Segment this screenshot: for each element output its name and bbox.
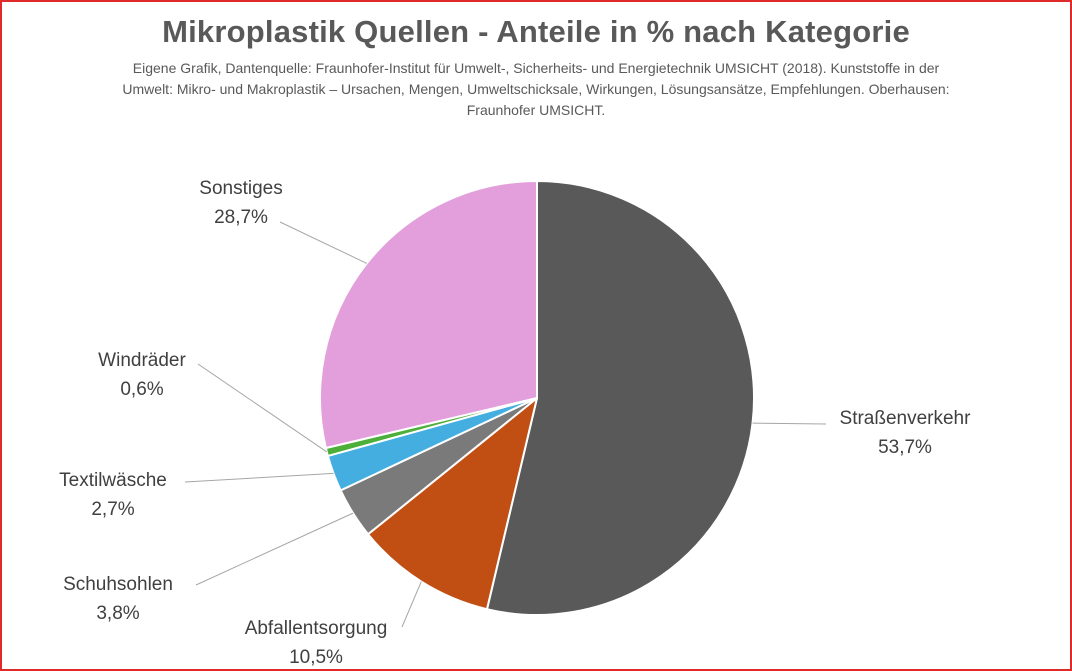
leader-line-schuhsohlen bbox=[195, 512, 354, 586]
slice-label-textilwaesche: Textilwäsche bbox=[59, 470, 167, 491]
slice-label-windraeder: Windräder bbox=[98, 350, 186, 371]
leader-line-abfallentsorgung bbox=[401, 581, 422, 628]
pie-slice-abfallentsorgung bbox=[367, 397, 538, 611]
chart-title: Mikroplastik Quellen - Anteile in % nach… bbox=[162, 14, 910, 49]
leader-line-textilwaesche bbox=[184, 472, 334, 483]
slice-label-sonstiges: Sonstiges bbox=[199, 178, 282, 199]
slice-value-textilwaesche: 2,7% bbox=[91, 499, 134, 520]
leader-line-sonstiges bbox=[279, 221, 368, 264]
slice-value-sonstiges: 28,7% bbox=[214, 207, 268, 228]
slice-value-strassenverkehr: 53,7% bbox=[878, 437, 932, 458]
slice-value-schuhsohlen: 3,8% bbox=[96, 603, 139, 624]
slice-label-strassenverkehr: Straßenverkehr bbox=[840, 408, 972, 429]
chart-subtitle: Eigene Grafik, Dantenquelle: Fraunhofer-… bbox=[122, 60, 950, 118]
pie-slice-sonstiges bbox=[319, 180, 538, 449]
leader-line-windraeder bbox=[197, 363, 328, 453]
slice-label-schuhsohlen: Schuhsohlen bbox=[63, 574, 173, 595]
slice-value-windraeder: 0,6% bbox=[120, 379, 163, 400]
slice-value-abfallentsorgung: 10,5% bbox=[289, 647, 343, 668]
leader-line-strassenverkehr bbox=[752, 422, 827, 425]
slice-label-abfallentsorgung: Abfallentsorgung bbox=[245, 618, 388, 639]
